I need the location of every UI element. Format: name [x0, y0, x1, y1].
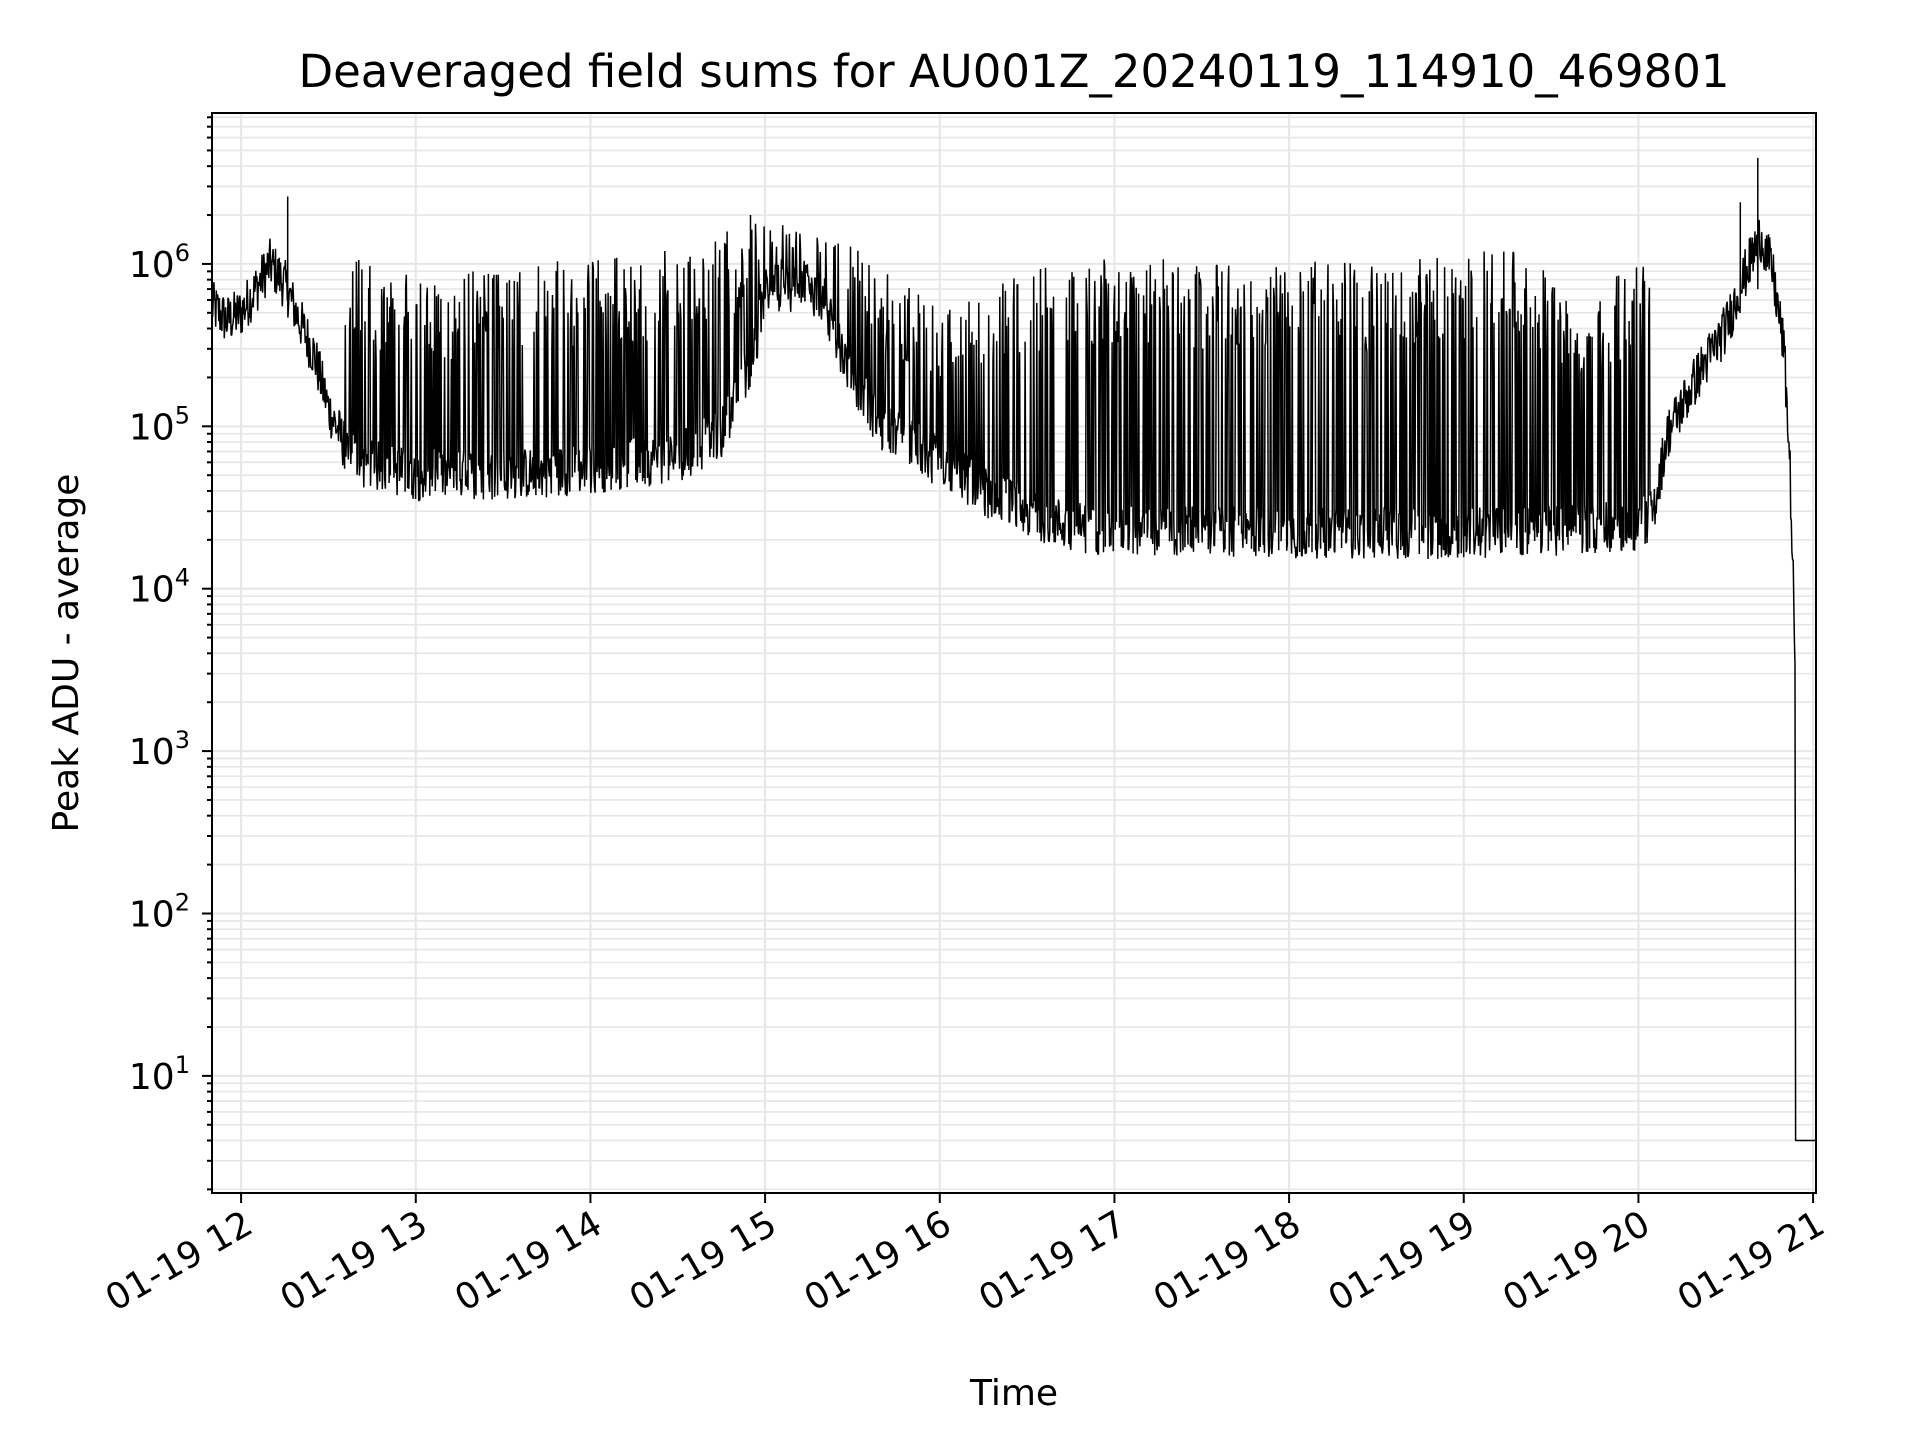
x-axis-label: Time — [969, 1373, 1058, 1414]
series-line — [212, 157, 1816, 1142]
y-tick-label: 105 — [129, 401, 190, 448]
chart-title: Deaveraged field sums for AU001Z_2024011… — [298, 45, 1729, 98]
y-tick-label: 103 — [129, 726, 190, 773]
y-tick-label: 102 — [129, 888, 190, 935]
y-axis-ticks: 101 102 103 104 105 106 — [129, 116, 212, 1191]
y-tick-label: 106 — [129, 239, 190, 286]
y-axis-label: Peak ADU - average — [46, 474, 87, 833]
plot-area — [212, 157, 1816, 1142]
y-tick-label: 101 — [129, 1051, 190, 1098]
y-tick-label: 104 — [129, 564, 190, 611]
plot-frame — [211, 112, 1817, 1194]
